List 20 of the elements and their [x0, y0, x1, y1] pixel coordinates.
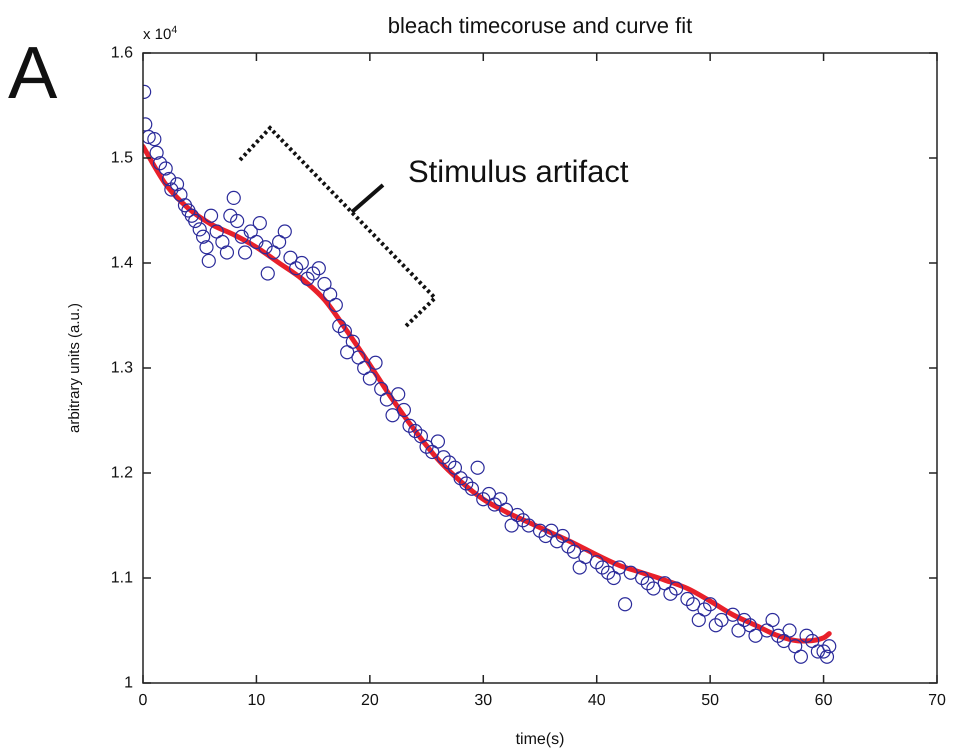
x-tick-label: 60	[814, 692, 833, 710]
x-tick-label: 0	[138, 692, 148, 710]
x-tick-label: 20	[360, 692, 379, 710]
y-tick-label: 1.4	[110, 254, 134, 272]
y-tick-label: 1.1	[110, 569, 134, 586]
y-tick-label: 1.2	[110, 464, 134, 482]
y-axis-title: arbitrary units (a.u.)	[66, 302, 84, 434]
y-tick-label: 1	[124, 674, 134, 692]
x-tick-label: 10	[248, 692, 266, 710]
text: A	[8, 31, 58, 114]
y-tick-label: 1.3	[110, 359, 134, 376]
x-tick-label: 40	[588, 692, 606, 710]
y-tick-label: 1.6	[110, 44, 134, 62]
x-tick-label: 30	[474, 692, 492, 710]
y-tick-label: 1.5	[110, 149, 134, 166]
x-tick-label: 50	[701, 692, 720, 710]
x-tick-label: 70	[928, 692, 946, 710]
x-axis-title: time(s)	[516, 730, 564, 748]
annotation: Stimulus artifact	[408, 154, 629, 189]
chart-title: bleach timecoruse and curve fit	[388, 13, 692, 38]
